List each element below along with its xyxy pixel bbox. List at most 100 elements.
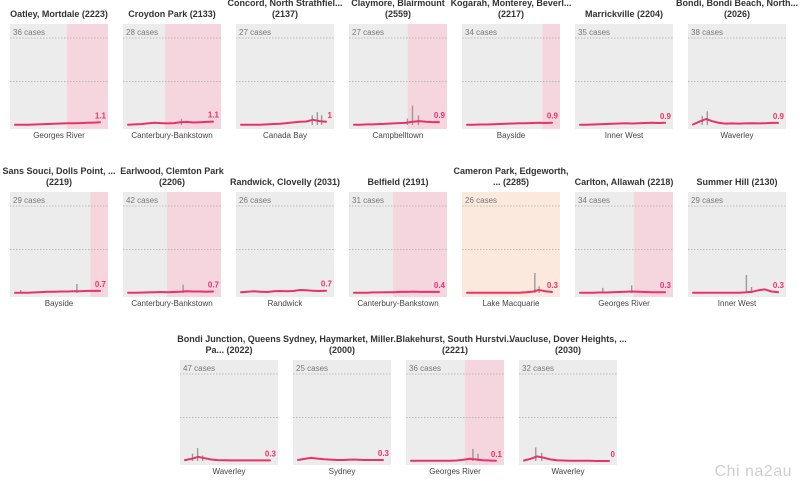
daily-case-bar [631,285,633,293]
lga-label: Waverley [551,467,585,476]
plot-svg: 34 cases 0.3 [575,192,673,297]
latest-value-label: 0.7 [208,281,220,290]
panel-title: Vaucluse, Dover Heights, ... (2030) [509,334,627,355]
daily-case-bar [750,287,753,293]
plot-svg: 47 cases 0.3 [180,360,278,465]
plot-svg: 36 cases 1.1 [10,24,108,129]
panel-title: Earlwood, Clemton Park (2206) [120,166,224,187]
y-max-label: 29 cases [691,196,723,205]
plot-svg: 42 cases 0.7 [123,192,221,297]
latest-value-label: 0.9 [434,111,446,120]
y-max-label: 27 cases [352,28,384,37]
panel-title: Carlton, Allawah (2218) [574,177,674,187]
lockdown-shade [167,192,221,297]
plot-svg: 31 cases 0.4 [349,192,447,297]
daily-case-bar [76,284,78,293]
average-line [692,118,779,126]
average-line [297,456,384,461]
plot-svg: 29 cases 0.3 [688,192,786,297]
plot-svg: 28 cases 1.1 [123,24,221,129]
panel-title: Randwick, Clovelly (2031) [229,177,341,187]
lga-label: Canada Bay [262,131,308,140]
lockdown-shade [90,192,108,297]
lga-label: Canterbury-Bankstown [357,299,439,308]
lga-label: Bayside [44,299,74,308]
lga-label: Inner West [717,299,757,308]
daily-case-bar [411,105,414,125]
panel-title: Bondi Junction, Queens Pa... (2022) [177,334,281,355]
panel-title: Oatley, Mortdale (2223) [10,9,108,19]
latest-value-label: 1.1 [208,111,220,120]
lga-label: Bayside [496,131,526,140]
latest-value-label: 0.9 [660,112,672,121]
plot-area: 29 cases 0.7 [10,192,108,297]
plot-area: 36 cases 1.1 [10,24,108,129]
lga-label: Campbelltown [372,131,424,140]
panel-title: Kogarah, Monterey, Beverl... (2217) [450,0,572,19]
y-max-label: 35 cases [578,28,610,37]
lga-label: Sydney [328,467,356,476]
y-max-label: 38 cases [691,28,723,37]
lga-label: Lake Macquarie [482,299,540,308]
plot-svg: 36 cases 0.1 [406,360,504,465]
plot-area: 34 cases 0.3 [575,192,673,297]
panel-background [293,360,391,465]
lockdown-shade [165,24,221,129]
y-max-label: 36 cases [13,28,45,37]
daily-case-bar [182,284,184,293]
panel-title: Blakehurst, South Hurstvi... (2221) [395,334,515,355]
lockdown-shade [464,360,504,465]
plot-area: 31 cases 0.4 [349,192,447,297]
plot-area: 35 cases 0.9 [575,24,673,129]
lga-label: Canterbury-Bankstown [131,131,213,140]
panel-title: Bondi, Bondi Beach, North... (2026) [676,0,798,19]
average-line [410,457,497,462]
y-max-label: 42 cases [126,196,158,205]
panel-title: Claymore, Blairmount (2559) [351,0,445,19]
y-max-label: 36 cases [409,364,441,373]
average-line [579,290,666,294]
plot-area: 26 cases 0.3 [462,192,560,297]
y-max-label: 29 cases [13,196,45,205]
y-max-label: 34 cases [465,28,497,37]
average-line [240,289,327,294]
y-max-label: 25 cases [296,364,328,373]
regional-shade [462,192,560,297]
daily-case-bar [20,290,22,293]
panel-title: Croydon Park (2133) [128,9,216,19]
latest-value-label: 0.4 [434,281,446,290]
plot-area: 26 cases 0.7 [236,192,334,297]
daily-case-bar [477,453,479,461]
plot-svg: 25 cases 0.3 [293,360,391,465]
plot-area: 32 cases 0 [519,360,617,465]
panel-title: Sans Souci, Dolls Point, ... (2219) [2,166,116,187]
daily-case-bar [196,448,199,461]
daily-case-bar [472,448,474,461]
panel-title: Marrickville (2204) [584,9,664,19]
plot-area: 34 cases 0.9 [462,24,560,129]
panel-title: Summer Hill (2130) [696,177,778,187]
lga-label: Georges River [598,299,650,308]
plot-area: 27 cases 1 [236,24,334,129]
daily-case-bar [320,115,323,125]
daily-case-bar [602,287,604,293]
lga-label: Inner West [604,131,644,140]
latest-value-label: 0.7 [321,280,333,289]
latest-value-label: 0.7 [95,280,107,289]
y-max-label: 26 cases [465,196,497,205]
plot-svg: 26 cases 0.7 [236,192,334,297]
lockdown-shade [66,24,108,129]
latest-value-label: 0.3 [265,449,277,458]
latest-value-label: 0 [611,450,616,459]
lockdown-shade [633,192,673,297]
y-max-label: 47 cases [183,364,215,373]
panel-background [236,24,334,129]
plot-area: 25 cases 0.3 [293,360,391,465]
latest-value-label: 1.1 [95,111,107,120]
average-line [353,120,440,126]
average-line [523,455,610,462]
panel-title: Cameron Park, Edgeworth, ... (2285) [453,166,569,187]
plot-svg: 35 cases 0.9 [575,24,673,129]
panel-background [236,192,334,297]
panel-background [519,360,617,465]
